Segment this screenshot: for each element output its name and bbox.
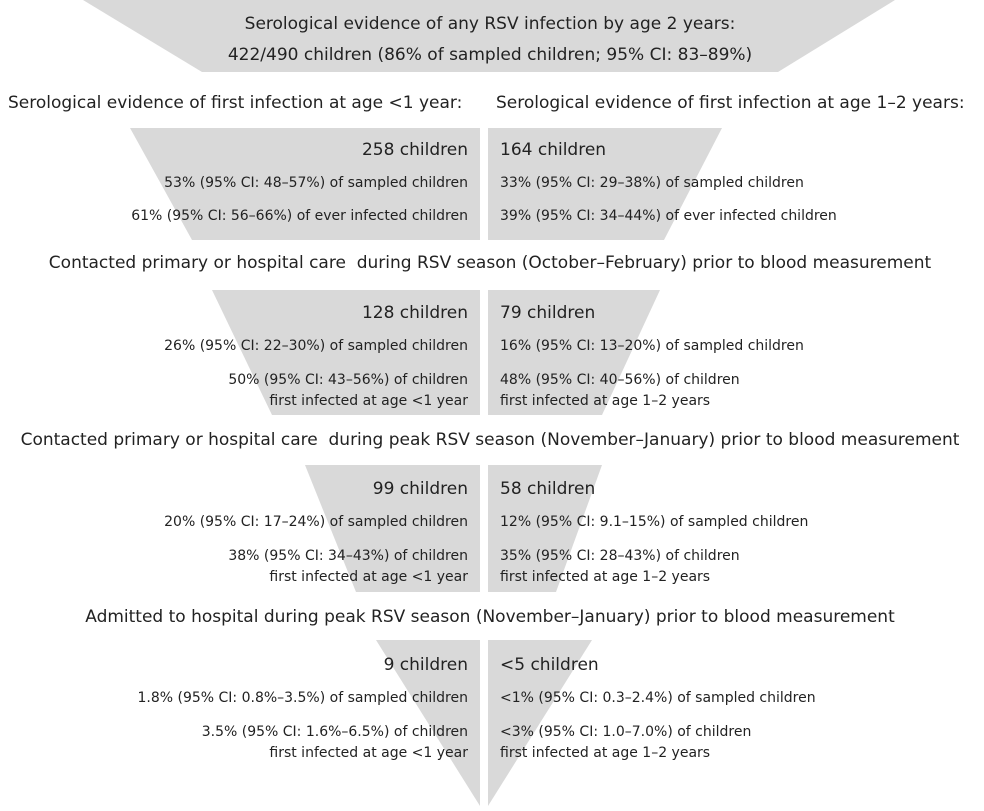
count: 164 children [500,140,606,160]
count: 128 children [362,303,468,323]
detail-line: 61% (95% CI: 56–66%) of ever infected ch… [131,208,468,224]
count: 79 children [500,303,595,323]
detail-line: <3% (95% CI: 1.0–7.0%) of children [500,724,751,740]
funnel-left-2 [212,290,480,415]
detail-line: first infected at age 1–2 years [500,745,710,761]
detail-line: 16% (95% CI: 13–20%) of sampled children [500,338,804,354]
detail-line: 20% (95% CI: 17–24%) of sampled children [164,514,468,530]
funnel-top [83,0,895,72]
funnel-right-2 [488,290,660,415]
detail-line: first infected at age 1–2 years [500,569,710,585]
count: 58 children [500,479,595,499]
detail-line: <1% (95% CI: 0.3–2.4%) of sampled childr… [500,690,816,706]
funnel-right-3 [488,465,602,592]
detail-line: 1.8% (95% CI: 0.8%–3.5%) of sampled chil… [137,690,468,706]
detail-line: first infected at age <1 year [269,569,468,585]
stage-heading: Admitted to hospital during peak RSV sea… [85,607,895,627]
count: 258 children [362,140,468,160]
stage-heading: Contacted primary or hospital care durin… [49,253,932,273]
count: 9 children [384,655,468,675]
count: 99 children [373,479,468,499]
detail-line: 3.5% (95% CI: 1.6%–6.5%) of children [202,724,468,740]
detail-line: 33% (95% CI: 29–38%) of sampled children [500,175,804,191]
top-line-2: 422/490 children (86% of sampled childre… [228,45,752,65]
funnel-right-1 [488,128,722,240]
detail-line: first infected at age <1 year [269,745,468,761]
detail-line: 35% (95% CI: 28–43%) of children [500,548,740,564]
detail-line: 50% (95% CI: 43–56%) of children [228,372,468,388]
detail-line: 38% (95% CI: 34–43%) of children [228,548,468,564]
funnel-left-4 [376,640,480,806]
top-line-1: Serological evidence of any RSV infectio… [245,14,736,34]
stage-heading: Contacted primary or hospital care durin… [21,430,960,450]
split-heading-left: Serological evidence of first infection … [8,93,462,113]
detail-line: 12% (95% CI: 9.1–15%) of sampled childre… [500,514,808,530]
detail-line: 39% (95% CI: 34–44%) of ever infected ch… [500,208,837,224]
funnel-left-1 [130,128,480,240]
detail-line: first infected at age 1–2 years [500,393,710,409]
detail-line: first infected at age <1 year [269,393,468,409]
detail-line: 26% (95% CI: 22–30%) of sampled children [164,338,468,354]
detail-line: 53% (95% CI: 48–57%) of sampled children [164,175,468,191]
detail-line: 48% (95% CI: 40–56%) of children [500,372,740,388]
funnel-right-4 [488,640,592,806]
funnel-left-3 [305,465,480,592]
split-heading-right: Serological evidence of first infection … [496,93,965,113]
count: <5 children [500,655,599,675]
